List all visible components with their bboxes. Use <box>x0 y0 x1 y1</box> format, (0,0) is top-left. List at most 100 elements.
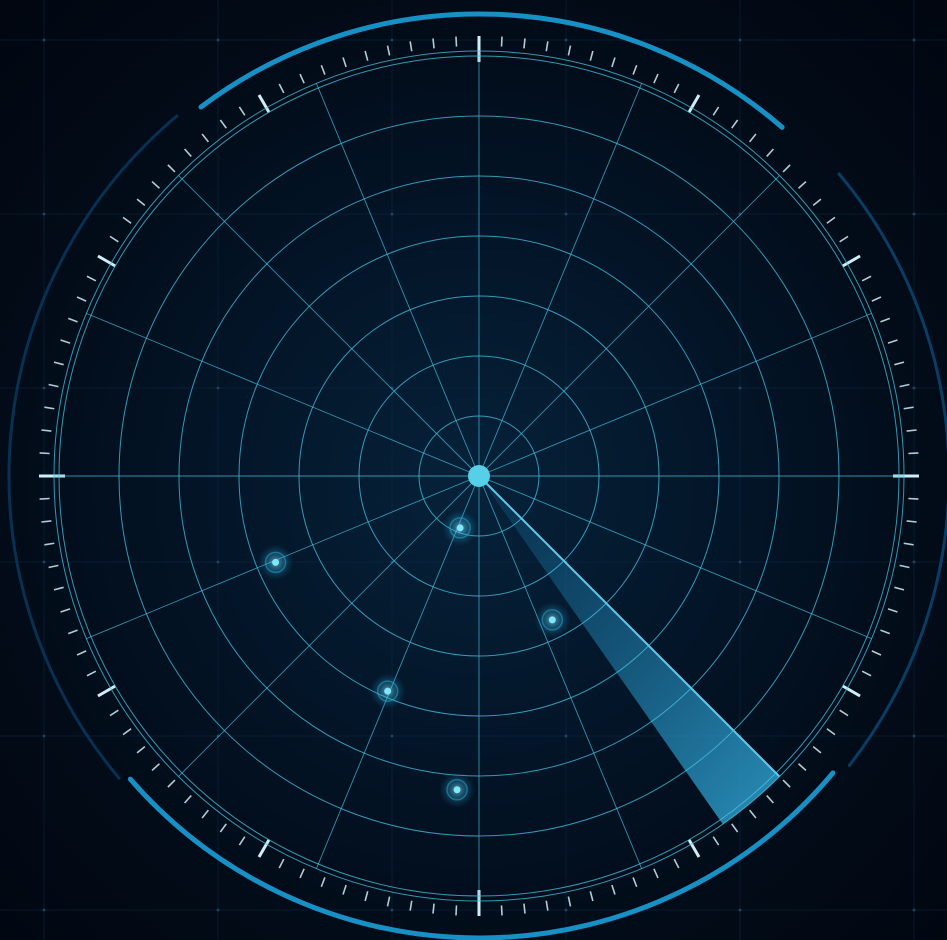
minor-tick <box>906 520 917 523</box>
minor-tick <box>887 339 898 344</box>
minor-tick <box>653 73 659 84</box>
minor-tick <box>44 406 55 410</box>
minor-tick <box>748 809 757 819</box>
contact-blip-ring <box>446 778 468 801</box>
minor-tick <box>320 64 326 75</box>
minor-tick <box>908 497 919 500</box>
minor-tick <box>48 383 59 388</box>
minor-tick <box>299 868 305 879</box>
minor-tick <box>545 41 549 52</box>
accent-arc-top <box>198 11 785 130</box>
bearing-spoke <box>478 475 872 640</box>
minor-tick <box>320 877 326 888</box>
bearing-spoke <box>478 175 780 477</box>
minor-tick <box>861 670 872 677</box>
minor-tick <box>523 903 526 914</box>
minor-tick <box>782 164 791 173</box>
minor-tick <box>76 296 87 302</box>
minor-tick <box>455 36 458 47</box>
minor-tick <box>731 119 739 129</box>
minor-tick <box>826 216 836 224</box>
minor-tick <box>151 180 160 189</box>
minor-tick <box>545 900 549 911</box>
minor-tick <box>500 905 503 916</box>
minor-tick <box>712 836 720 846</box>
minor-tick <box>839 709 849 717</box>
minor-tick <box>201 133 210 143</box>
minor-tick <box>238 836 246 846</box>
minor-tick <box>41 429 52 432</box>
minor-tick <box>44 542 55 546</box>
minor-tick <box>455 905 458 916</box>
minor-tick <box>798 763 807 772</box>
minor-tick <box>238 106 246 116</box>
minor-tick <box>409 41 413 52</box>
major-tick <box>97 254 117 268</box>
contact-blip-icon <box>548 616 556 624</box>
center-hub <box>468 465 490 487</box>
minor-tick <box>632 877 638 888</box>
minor-tick <box>611 57 616 68</box>
minor-tick <box>278 83 285 94</box>
minor-tick <box>342 884 347 895</box>
minor-tick <box>523 38 526 49</box>
minor-tick <box>386 896 391 907</box>
minor-tick <box>201 809 210 819</box>
bearing-spoke <box>178 175 480 477</box>
accent-arc-left <box>7 114 179 780</box>
contact-blip-icon <box>456 524 464 532</box>
minor-tick <box>122 216 132 224</box>
major-tick <box>687 838 701 858</box>
bearing-tick-ring <box>39 36 919 916</box>
minor-tick <box>39 497 50 500</box>
minor-tick <box>894 361 905 366</box>
contact-blip-ring <box>449 517 471 539</box>
accent-arcs <box>7 11 947 940</box>
minor-tick <box>712 106 720 116</box>
minor-tick <box>136 198 146 207</box>
minor-tick <box>167 779 176 788</box>
minor-tick <box>60 339 71 344</box>
minor-tick <box>342 57 347 68</box>
minor-tick <box>731 823 739 833</box>
minor-tick <box>589 891 594 902</box>
minor-tick <box>589 50 594 61</box>
minor-tick <box>41 520 52 523</box>
sweep-wedge <box>479 476 780 825</box>
minor-tick <box>60 608 71 613</box>
minor-tick <box>219 119 227 129</box>
minor-tick <box>109 709 119 717</box>
minor-tick <box>899 564 910 569</box>
minor-tick <box>278 858 285 869</box>
contact-blip-ring <box>264 551 287 574</box>
contact-blip-icon <box>453 786 461 794</box>
contact-blip-icon <box>272 558 280 566</box>
minor-tick <box>906 429 917 432</box>
minor-tick <box>653 868 659 879</box>
minor-tick <box>500 36 503 47</box>
minor-tick <box>567 45 572 56</box>
bearing-spoke <box>478 312 872 477</box>
accent-arc-right <box>837 172 947 767</box>
minor-tick <box>766 795 775 804</box>
minor-tick <box>903 406 914 410</box>
minor-tick <box>183 148 192 157</box>
minor-tick <box>673 83 680 94</box>
bearing-spoke <box>478 475 643 869</box>
minor-tick <box>432 38 435 49</box>
minor-tick <box>364 50 369 61</box>
minor-tick <box>766 148 775 157</box>
minor-tick <box>299 73 305 84</box>
minor-tick <box>826 728 836 736</box>
minor-tick <box>798 180 807 189</box>
minor-tick <box>871 296 882 302</box>
minor-tick <box>899 383 910 388</box>
minor-tick <box>53 361 64 366</box>
minor-tick <box>364 891 369 902</box>
minor-tick <box>887 608 898 613</box>
minor-tick <box>409 900 413 911</box>
minor-tick <box>67 629 78 635</box>
minor-tick <box>748 133 757 143</box>
